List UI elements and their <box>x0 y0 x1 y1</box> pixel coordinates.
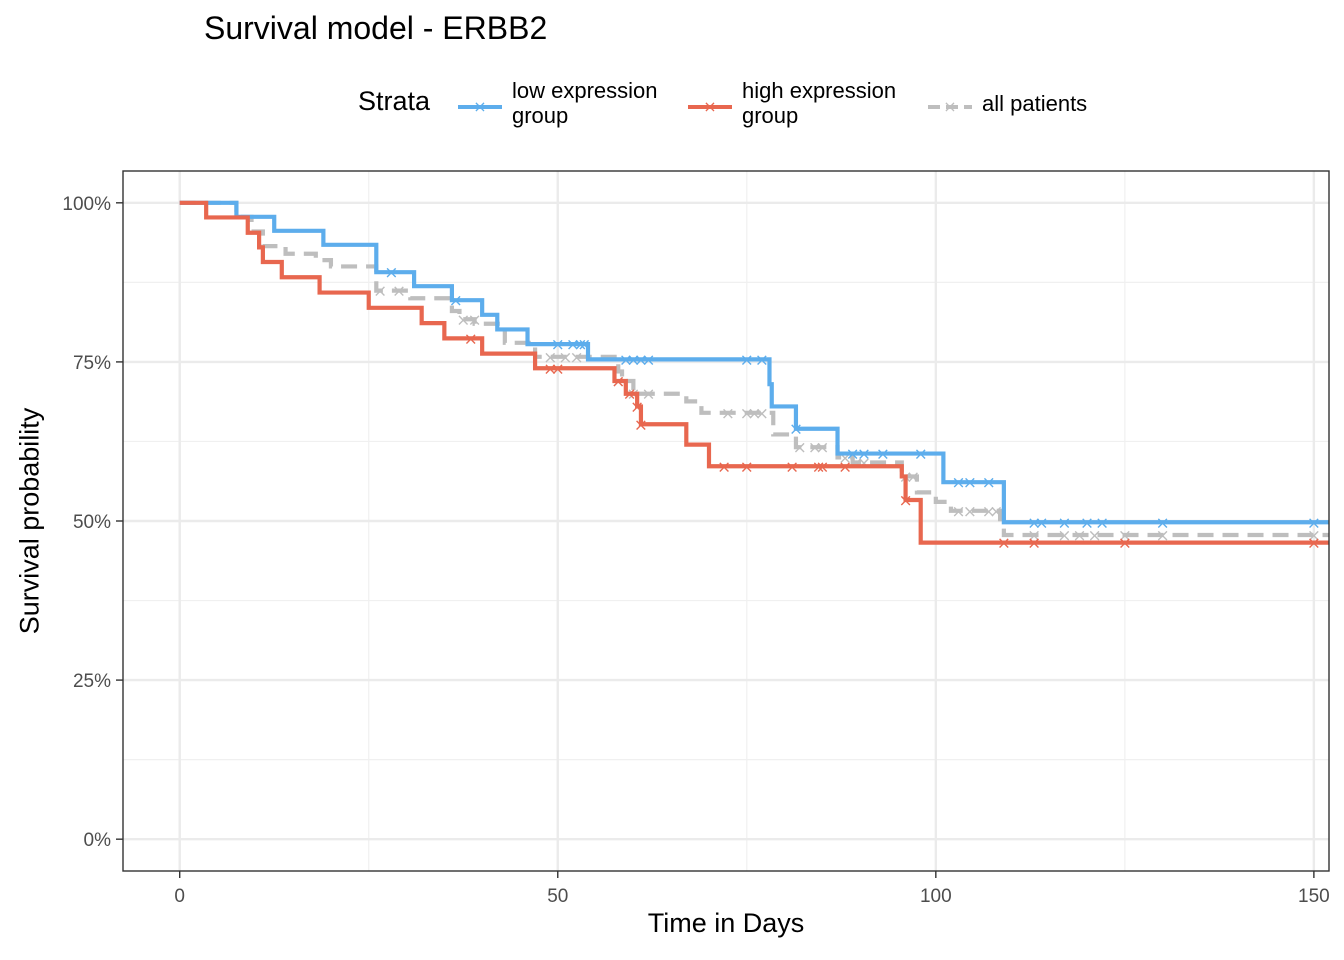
censor-mark: × <box>1156 513 1170 533</box>
censor-mark: × <box>951 473 965 493</box>
censor-mark: × <box>740 404 754 424</box>
censor-mark: × <box>384 263 398 283</box>
censor-mark: × <box>543 359 557 379</box>
censor-mark: × <box>740 457 754 477</box>
svg-text:×: × <box>943 97 956 116</box>
censor-mark: × <box>815 457 829 477</box>
censor-mark: × <box>1057 513 1071 533</box>
censor-mark: × <box>577 335 591 355</box>
censor-mark: × <box>755 404 769 424</box>
censor-mark: × <box>857 445 871 465</box>
censor-mark: × <box>1080 513 1094 533</box>
legend-key-high-expression: × <box>688 97 732 116</box>
y-axis-title: Survival probability <box>14 407 45 635</box>
censor-mark: × <box>906 467 920 487</box>
x-tick-label: 150 <box>1298 886 1330 907</box>
censor-mark: × <box>570 348 584 368</box>
censor-mark: × <box>573 335 587 355</box>
legend-label-all-patients: all patients <box>982 91 1088 116</box>
legend-title: Strata <box>358 86 431 116</box>
legend-key-all-patients: × <box>928 97 972 116</box>
x-axis-title: Time in Days <box>647 908 805 938</box>
x-tick-label: 0 <box>174 886 185 907</box>
svg-text:×: × <box>473 97 486 116</box>
censor-mark: × <box>717 457 731 477</box>
y-tick-label: 25% <box>73 671 111 692</box>
censor-mark: × <box>785 457 799 477</box>
censor-mark: × <box>857 453 871 473</box>
survival-curves: × ×××× ×××× ×× ×××× ××××××××× ××× × × × × × ×××× ××××… <box>179 200 1329 554</box>
censor-mark: × <box>464 329 478 349</box>
censor-mark: × <box>634 415 648 435</box>
censor-mark: × <box>740 350 754 370</box>
censor-mark: × <box>789 420 803 440</box>
censor-mark: × <box>467 310 481 330</box>
legend-label-low-expression: low expression group <box>512 78 658 128</box>
censor-mark: × <box>963 473 977 493</box>
legend-key-low-expression: × <box>458 97 502 116</box>
censor-mark: × <box>982 473 996 493</box>
censor-mark: × <box>392 282 406 302</box>
y-tick-label: 100% <box>62 194 111 215</box>
censor-mark: × <box>634 350 648 370</box>
chart-title: Survival model - ERBB2 <box>204 10 548 46</box>
censor-mark: × <box>558 348 572 368</box>
censor-mark: × <box>373 282 387 302</box>
x-axis-title-wrap: Time in Days <box>0 908 1344 939</box>
svg-text:×: × <box>703 97 716 116</box>
censor-mark: × <box>622 385 636 405</box>
censor-mark: × <box>551 335 565 355</box>
censor-mark: × <box>815 438 829 458</box>
censor-mark: × <box>838 457 852 477</box>
censor-mark: × <box>793 438 807 458</box>
censor-mark: × <box>951 502 965 522</box>
legend: Strata × low expression group × high exp… <box>0 70 1344 140</box>
censor-mark: × <box>989 502 1003 522</box>
censor-mark: × <box>898 491 912 511</box>
censor-mark: × <box>1027 513 1041 533</box>
censor-mark: × <box>982 502 996 522</box>
censor-mark: × <box>619 350 633 370</box>
censor-mark: × <box>611 372 625 392</box>
censor-mark: × <box>1307 513 1321 533</box>
y-tick-label: 75% <box>73 353 111 374</box>
censor-mark: × <box>846 445 860 465</box>
censor-mark: × <box>1035 513 1049 533</box>
y-tick-label: 50% <box>73 512 111 533</box>
censor-mark: × <box>997 534 1011 554</box>
censor-mark: × <box>449 291 463 311</box>
censor-mark: × <box>721 404 735 424</box>
curve-2 <box>179 200 1329 538</box>
x-tick-label: 100 <box>920 886 952 907</box>
axes: 0 50 100 150 0% 25% 50% 75% 100% <box>62 194 1329 907</box>
censor-mark: × <box>849 453 863 473</box>
censor-mark: × <box>543 348 557 368</box>
censor-mark: × <box>811 457 825 477</box>
censor-mark: × <box>551 359 565 379</box>
censor-mark: × <box>808 438 822 458</box>
curve-1 <box>179 200 1329 545</box>
y-tick-label: 0% <box>84 830 112 851</box>
censor-mark: × <box>914 445 928 465</box>
censor-mark: × <box>641 350 655 370</box>
censor-mark: × <box>1027 534 1041 554</box>
censor-mark: × <box>747 404 761 424</box>
censor-mark: × <box>1307 534 1321 554</box>
censor-mark: × <box>641 385 655 405</box>
legend-label-high-expression: high expression group <box>742 78 897 128</box>
censor-mark: × <box>630 397 644 417</box>
curve-0 <box>179 200 1329 525</box>
censor-mark: × <box>1118 534 1132 554</box>
censor-mark: × <box>626 350 640 370</box>
censor-mark: × <box>566 335 580 355</box>
censor-mark: × <box>1095 513 1109 533</box>
censor-mark: × <box>755 350 769 370</box>
x-tick-label: 50 <box>547 886 568 907</box>
censor-mark: × <box>876 445 890 465</box>
censor-mark: × <box>963 502 977 522</box>
censor-mark: × <box>456 310 470 330</box>
